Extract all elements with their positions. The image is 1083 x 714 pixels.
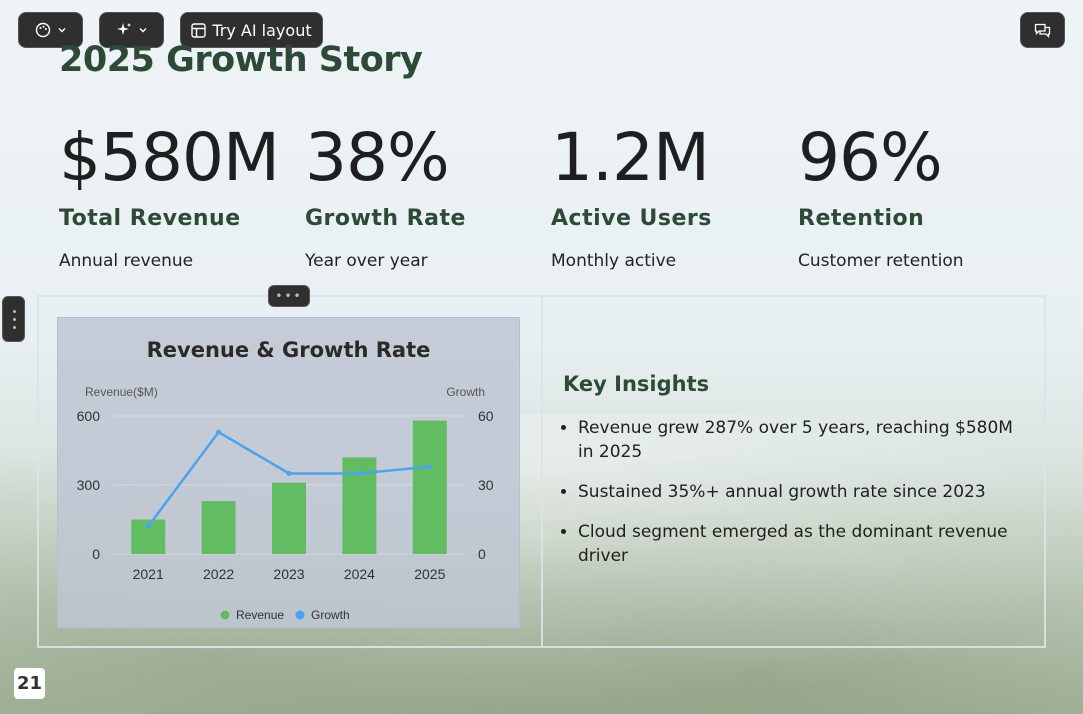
stat-total-revenue: $580M Total Revenue Annual revenue (59, 118, 299, 271)
growth-point-2025 (427, 464, 433, 470)
try-ai-layout-button[interactable]: Try AI layout (180, 12, 323, 48)
stat-retention: 96% Retention Customer retention (798, 118, 1038, 271)
comment-icon (1034, 23, 1051, 38)
content-panel[interactable] (37, 295, 1046, 648)
stat-value: 1.2M (551, 119, 710, 196)
bar-2025 (412, 420, 447, 554)
insights-heading: Key Insights (563, 372, 710, 396)
stat-subtitle: Customer retention (798, 251, 964, 271)
legend-swatch-revenue (220, 610, 230, 620)
y-tick-label: 0 (92, 546, 100, 562)
stat-subtitle: Annual revenue (59, 251, 194, 271)
chart-container[interactable]: Revenue & Growth Rate Revenue($M) Growth 0… (57, 317, 520, 628)
drag-handle-icon[interactable]: ••• (268, 285, 310, 307)
x-tick-label: 2024 (344, 566, 375, 582)
growth-point-2022 (216, 429, 222, 435)
y2-tick-label: 60 (478, 408, 494, 424)
x-tick-label: 2023 (273, 566, 304, 582)
growth-point-2023 (286, 471, 292, 476)
column-divider[interactable] (541, 297, 543, 647)
stat-value: 96% (798, 119, 943, 196)
y-tick-label: 300 (77, 477, 101, 493)
stat-value: $580M (59, 119, 280, 196)
growth-point-2024 (356, 471, 362, 476)
chart-title: Revenue & Growth Rate (146, 338, 431, 362)
side-drag-handle-icon[interactable] (2, 296, 25, 342)
y-axis-title: Revenue($M) (85, 385, 158, 399)
revenue-growth-chart: Revenue($M) Growth 0 300 600 0 30 60 2021 2022 202… (77, 385, 494, 622)
key-insights: Key Insights Revenue grew 287% over 5 ye… (563, 372, 1028, 584)
page-number: 21 (14, 668, 45, 699)
ai-tools-dropdown-button[interactable] (99, 12, 164, 48)
insights-list: Revenue grew 287% over 5 years, reaching… (563, 416, 1028, 568)
x-tick-label: 2021 (133, 566, 164, 582)
legend-label-growth: Growth (311, 608, 350, 622)
stat-label: Growth Rate (305, 206, 466, 231)
list-item: Revenue grew 287% over 5 years, reaching… (578, 416, 1028, 464)
x-tick-label: 2022 (203, 566, 234, 582)
stat-active-users: 1.2M Active Users Monthly active (551, 118, 791, 271)
bar-2023 (272, 482, 306, 554)
bar-2022 (201, 501, 236, 554)
list-item: Cloud segment emerged as the dominant re… (578, 520, 1028, 568)
legend-label-revenue: Revenue (236, 608, 284, 622)
y-tick-label: 600 (77, 408, 101, 424)
stat-subtitle: Monthly active (551, 251, 677, 271)
stat-growth-rate: 38% Growth Rate Year over year (305, 118, 545, 271)
growth-point-2021 (145, 523, 151, 529)
try-ai-layout-label: Try AI layout (212, 20, 312, 40)
legend-swatch-growth (295, 610, 305, 620)
y2-tick-label: 30 (478, 477, 494, 493)
x-tick-label: 2025 (414, 566, 445, 582)
stat-subtitle: Year over year (305, 251, 428, 271)
palette-icon (35, 22, 51, 38)
comments-button[interactable] (1020, 12, 1065, 48)
stat-label: Active Users (551, 206, 712, 231)
stat-label: Retention (798, 206, 925, 231)
stat-value: 38% (305, 119, 450, 196)
sparkle-icon (116, 22, 132, 38)
chevron-down-icon (57, 25, 67, 35)
list-item: Sustained 35%+ annual growth rate since … (578, 480, 1028, 504)
y2-tick-label: 0 (478, 546, 486, 562)
slide-title: 2025 Growth Story (59, 40, 423, 80)
y2-axis-title: Growth (446, 385, 485, 399)
chevron-down-icon (138, 25, 148, 35)
layout-icon (191, 22, 207, 38)
theme-dropdown-button[interactable] (18, 12, 83, 48)
stat-label: Total Revenue (59, 206, 241, 231)
